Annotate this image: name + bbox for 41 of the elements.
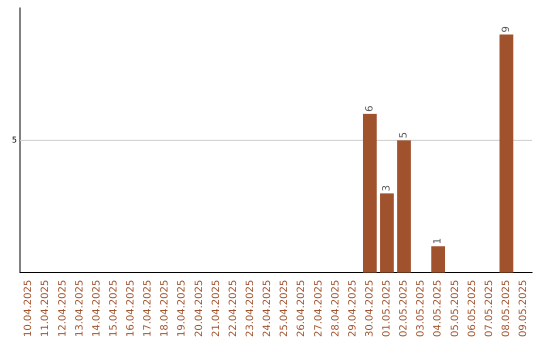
x-tick-label: 05.05.2025 (450, 280, 461, 338)
x-tick-label: 27.04.2025 (313, 280, 324, 338)
x-tick-label: 23.04.2025 (244, 280, 256, 338)
bar (362, 114, 377, 273)
x-tick-label: 02.05.2025 (398, 280, 410, 338)
data-label: 6 (364, 106, 376, 112)
x-tick-label: 03.05.2025 (416, 280, 427, 338)
x-tick-label: 29.04.2025 (347, 280, 358, 338)
x-tick-label: 01.05.2025 (382, 280, 393, 338)
x-tick-label: 08.05.2025 (500, 280, 512, 338)
x-tick-label: 19.04.2025 (176, 280, 188, 338)
bar (397, 140, 411, 273)
x-tick-label: 26.04.2025 (296, 280, 308, 338)
x-tick-label: 17.04.2025 (142, 280, 154, 338)
x-tick-label: 20.04.2025 (194, 280, 205, 338)
data-label: 3 (382, 184, 393, 192)
data-label: 5 (398, 132, 410, 138)
x-tick-label: 11.04.2025 (40, 280, 52, 338)
bar (431, 246, 446, 273)
x-tick-label: 22.04.2025 (228, 280, 239, 338)
x-tick-label: 30.04.2025 (364, 280, 376, 338)
x-tick-label: 18.04.2025 (160, 280, 171, 338)
x-tick-label: 09.05.2025 (518, 280, 530, 338)
x-tick-label: 25.04.2025 (279, 280, 290, 338)
x-tick-label: 10.04.2025 (23, 280, 34, 338)
x-tick-label: 14.04.2025 (91, 280, 102, 338)
x-tick-label: 13.04.2025 (74, 280, 86, 338)
data-label: 9 (500, 26, 512, 32)
x-tick-label: 21.04.2025 (210, 280, 222, 338)
x-tick-label: 12.04.2025 (57, 280, 68, 338)
data-label: 1 (432, 238, 444, 244)
bar (500, 34, 514, 273)
x-tick-label: 16.04.2025 (126, 280, 137, 338)
x-tick-label: 15.04.2025 (108, 280, 120, 338)
x-tick-label: 24.04.2025 (262, 280, 274, 338)
x-tick-label: 28.04.2025 (330, 280, 342, 338)
x-tick-label: 07.05.2025 (484, 280, 495, 338)
ref-line-label: 5 (12, 135, 17, 144)
x-tick-label: 06.05.2025 (466, 280, 478, 338)
bar (380, 193, 394, 273)
x-tick-label: 04.05.2025 (432, 280, 444, 338)
